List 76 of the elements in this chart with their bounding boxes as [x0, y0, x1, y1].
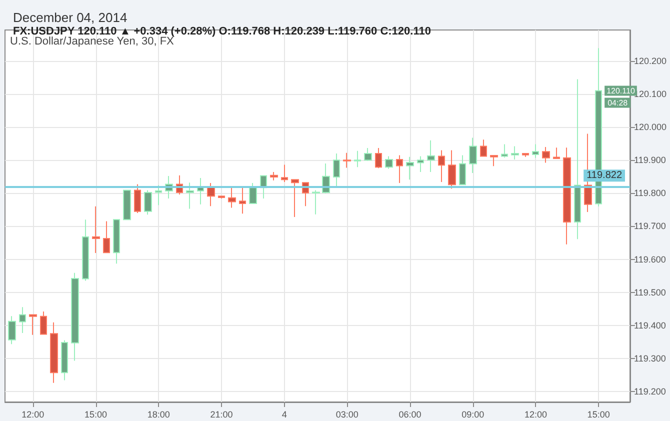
candlestick	[563, 147, 571, 245]
y-tick-label: 119.300	[634, 353, 666, 364]
candlestick	[92, 206, 100, 254]
candlestick	[343, 152, 351, 168]
candlestick	[406, 156, 414, 180]
y-tick-label: 120.100	[634, 89, 667, 100]
candlestick	[218, 195, 225, 199]
candlestick	[291, 178, 299, 218]
candlestick	[113, 219, 120, 264]
candlestick	[270, 172, 278, 181]
candlestick	[239, 186, 246, 214]
candlestick	[61, 340, 68, 381]
annotation: 04:28	[608, 98, 628, 108]
candlestick	[40, 310, 47, 336]
candlestick	[312, 190, 320, 215]
y-tick-label: 120.200	[634, 56, 667, 66]
y-tick-label: 119.200	[634, 386, 666, 396]
candlestick	[103, 220, 110, 254]
candlestick	[501, 144, 508, 158]
candlestick	[29, 314, 37, 336]
candlestick	[333, 153, 340, 188]
candlestick	[8, 316, 16, 345]
candlestick	[438, 150, 445, 182]
candlestick	[553, 147, 560, 160]
candlestick	[207, 182, 215, 207]
candlestick	[490, 154, 498, 167]
x-tick-label: 15:00	[587, 410, 610, 420]
candlestick	[427, 140, 435, 173]
candlestick	[417, 156, 424, 173]
chart-title: December 04, 2014	[13, 10, 128, 25]
annotation: U.S. Dollar/Japanese Yen, 30, FX	[10, 36, 175, 48]
candlestick	[396, 154, 403, 184]
candlestick	[82, 219, 89, 282]
candlestick	[19, 306, 26, 334]
candlestick	[186, 182, 194, 210]
candlestick	[469, 137, 477, 174]
candlestick	[375, 147, 382, 169]
candlestick	[228, 186, 236, 208]
y-tick-label: 119.900	[634, 155, 666, 166]
ref-line-label: 119.822	[586, 170, 622, 182]
x-tick-label: 15:00	[84, 410, 108, 420]
candlestick	[480, 139, 487, 157]
candlestick	[385, 156, 393, 170]
candlestick	[281, 164, 288, 182]
candlestick	[50, 322, 58, 384]
candlestick	[249, 182, 257, 204]
y-tick-label: 119.700	[634, 221, 666, 232]
candlestick	[459, 154, 466, 186]
candlestick	[123, 189, 131, 220]
candlestick	[574, 78, 581, 240]
y-tick-label: 119.500	[634, 287, 666, 298]
x-tick-label: 4	[282, 410, 287, 420]
candlestick	[71, 272, 79, 362]
annotation: 120.110	[606, 86, 636, 96]
x-tick-label: 12:00	[524, 410, 547, 420]
candlestick	[134, 184, 141, 214]
candlestick	[448, 150, 456, 190]
candlestick	[532, 144, 539, 158]
candlestick	[522, 152, 529, 158]
x-tick-label: 06:00	[398, 410, 422, 420]
candlestick	[364, 147, 372, 162]
y-tick-label: 119.400	[634, 320, 666, 330]
chart-subtitle: FX:USDJPY 120.110 ▲ +0.334 (+0.28%) O:119.768 H:120.239 L:119.760 C:120.110	[13, 26, 431, 38]
x-tick-label: 12:00	[22, 410, 44, 420]
x-tick-label: 18:00	[147, 410, 170, 420]
y-tick-label: 119.800	[634, 188, 666, 198]
candlestick	[144, 190, 152, 216]
x-tick-label: 03:00	[336, 410, 358, 420]
candlestick	[155, 184, 162, 206]
x-tick-label: 09:00	[462, 410, 484, 420]
candlestick	[354, 150, 361, 168]
candlestick	[542, 146, 550, 164]
x-tick-label: 21:00	[210, 410, 233, 420]
y-tick-label: 119.600	[634, 254, 666, 264]
candlestick	[511, 146, 519, 160]
y-tick-label: 120.000	[634, 122, 667, 132]
